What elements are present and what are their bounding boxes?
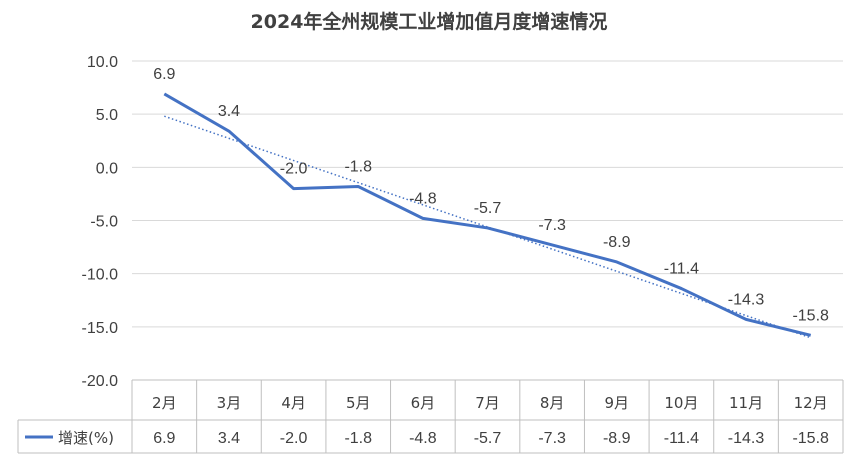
data-label: -11.4: [664, 261, 699, 278]
data-labels: 6.9 3.4 -2.0 -1.8 -4.8 -5.7 -7.3 -8.9 -11.4 -14.3…: [153, 66, 829, 324]
y-tick-label: 5.0: [96, 107, 118, 124]
table-value: -7.3: [538, 430, 566, 447]
trendline: [164, 115, 811, 339]
category-label: 4月: [281, 394, 306, 412]
y-tick-label: 10.0: [87, 54, 118, 71]
data-label: 3.4: [218, 103, 240, 120]
table-value: 6.9: [153, 430, 175, 447]
y-axis-tick-labels: 10.0 5.0 0.0 -5.0 -10.0 -15.0 -20.0: [82, 54, 119, 390]
chart-title: 2024年全州规模工业增加值月度增速情况: [251, 10, 608, 33]
y-tick-label: -20.0: [82, 373, 119, 390]
series-line: [163, 92, 812, 337]
category-label: 2月: [152, 394, 177, 412]
data-label: -14.3: [728, 291, 765, 308]
table-value: -5.7: [474, 430, 502, 447]
category-label: 12月: [794, 394, 828, 412]
trendline-path: [164, 115, 811, 339]
category-label: 6月: [411, 394, 436, 412]
table-value: -15.8: [792, 430, 829, 447]
y-tick-label: -15.0: [82, 320, 119, 337]
y-tick-label: 0.0: [96, 160, 118, 177]
table-value: -1.8: [344, 430, 372, 447]
category-label: 7月: [475, 394, 500, 412]
data-label: -7.3: [538, 217, 566, 234]
table-value: -8.9: [603, 430, 631, 447]
data-label: -15.8: [792, 307, 829, 324]
category-label: 8月: [540, 394, 565, 412]
legend-label: 增速(%): [58, 429, 114, 447]
category-label: 3月: [217, 394, 242, 412]
data-label: -4.8: [409, 190, 437, 207]
data-label: -2.0: [280, 161, 308, 178]
y-tick-label: -10.0: [82, 267, 119, 284]
category-label: 11月: [729, 394, 763, 412]
category-label: 5月: [346, 394, 371, 412]
series-line-path: [163, 92, 812, 337]
data-label: 6.9: [153, 66, 175, 83]
data-label: -1.8: [344, 158, 372, 175]
data-label: -5.7: [474, 200, 502, 217]
table-value: -2.0: [280, 430, 308, 447]
table-value: -11.4: [664, 430, 699, 447]
data-table: 2月 3月 4月 5月 6月 7月 8月 9月 10月 11月 12月 6.9 3.4 -2.0 -1.8 -…: [17, 379, 844, 454]
category-label: 10月: [664, 394, 698, 412]
table-value: -4.8: [409, 430, 437, 447]
table-value: -14.3: [728, 430, 765, 447]
table-value: 3.4: [218, 430, 240, 447]
data-label: -8.9: [603, 234, 631, 251]
y-tick-label: -5.0: [90, 214, 118, 231]
category-label: 9月: [604, 394, 629, 412]
